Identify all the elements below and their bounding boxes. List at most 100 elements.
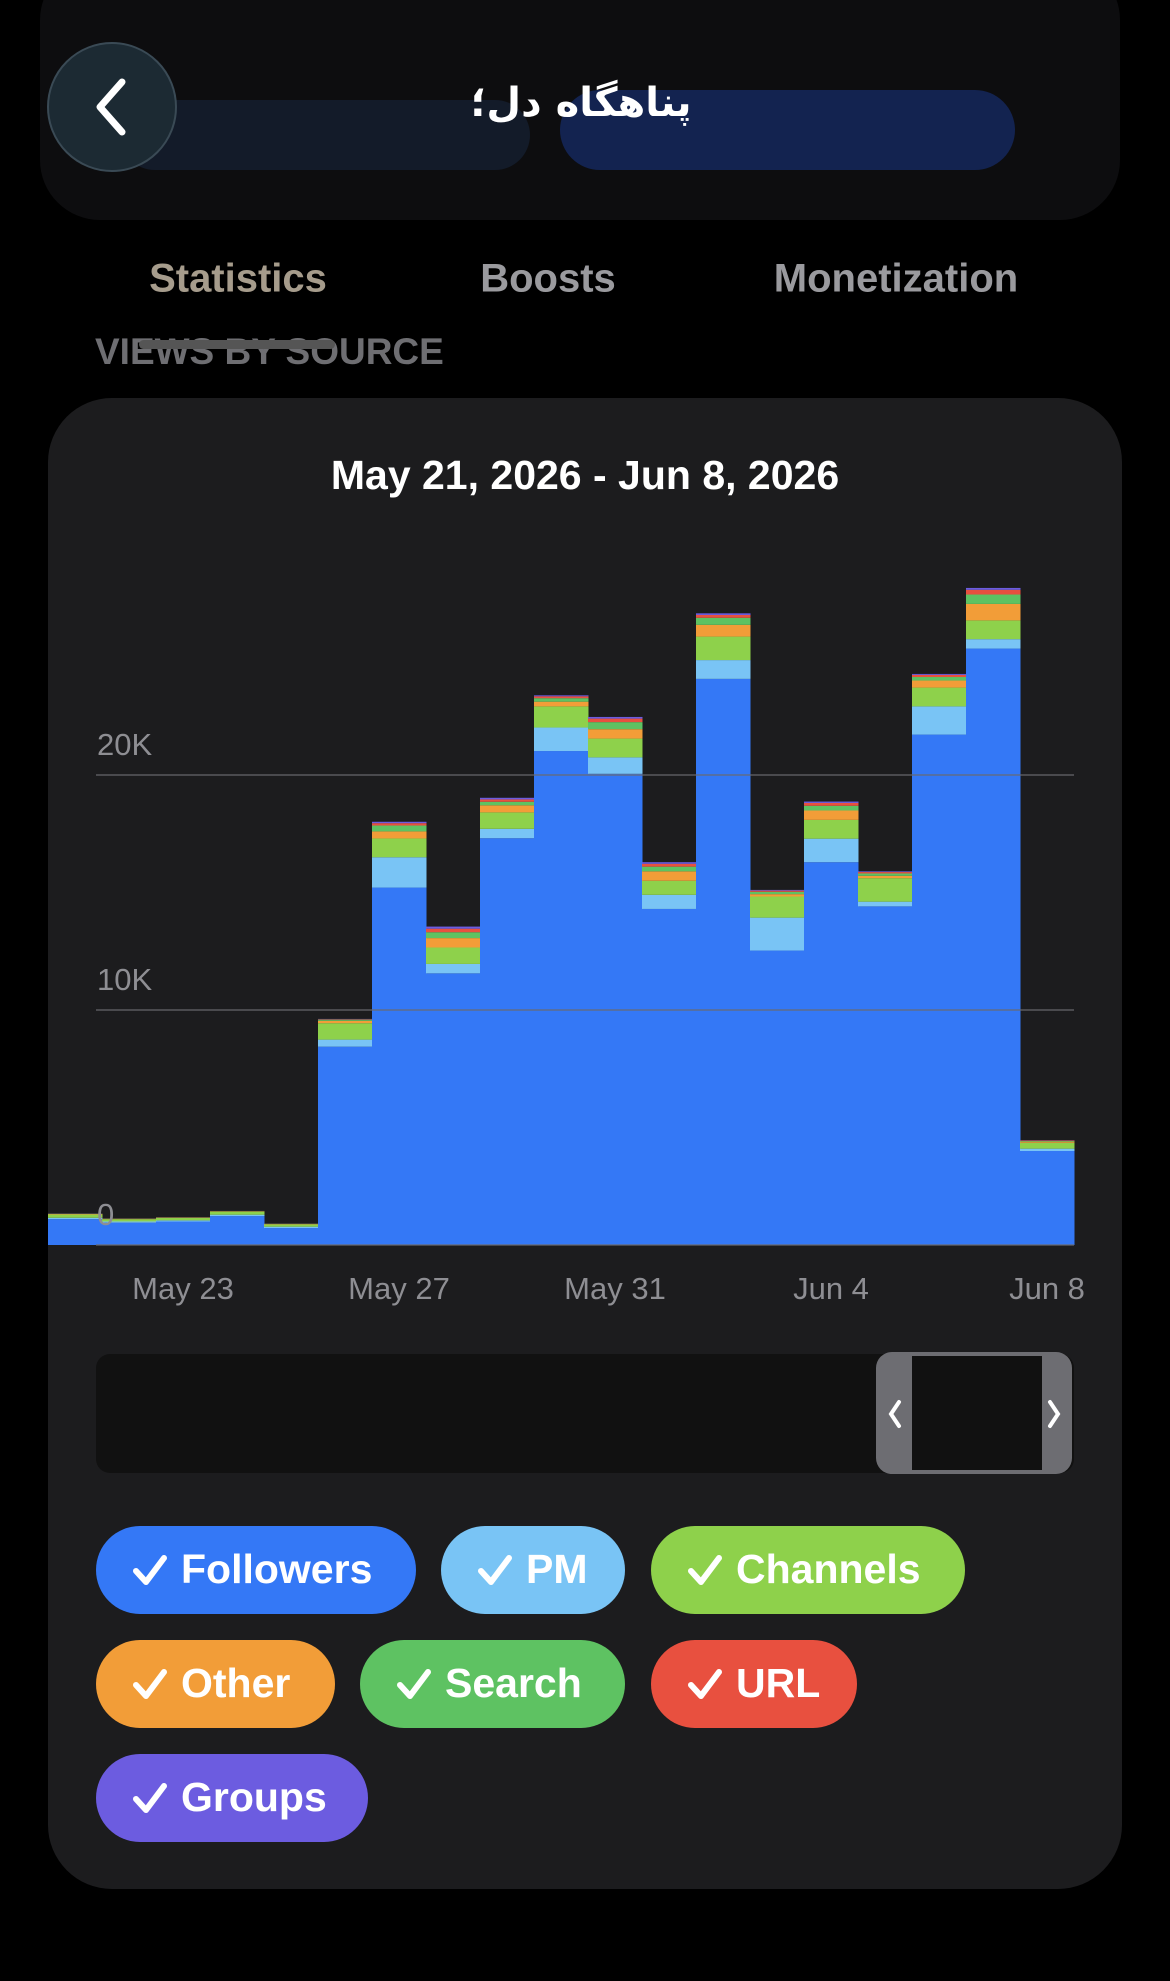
x-tick-label: May 27 bbox=[348, 1271, 450, 1306]
bar-segment bbox=[858, 871, 913, 873]
bar-segment bbox=[696, 660, 751, 679]
bar-segment bbox=[372, 838, 427, 858]
bar-segment bbox=[642, 880, 697, 895]
bar-segment bbox=[750, 917, 805, 951]
tab[interactable]: Boosts bbox=[480, 257, 616, 301]
bar-segment bbox=[318, 1023, 373, 1040]
chip-background bbox=[360, 1640, 625, 1728]
bar-segment bbox=[804, 810, 859, 820]
bar-segment bbox=[912, 687, 967, 707]
navigator-window[interactable] bbox=[876, 1352, 1072, 1474]
bar-segment bbox=[966, 594, 1021, 604]
legend-label: Search bbox=[445, 1660, 582, 1706]
bar-segment bbox=[534, 706, 589, 728]
bar-segment bbox=[480, 797, 535, 800]
bar-segment bbox=[696, 614, 751, 618]
navigator-handles bbox=[888, 1400, 1061, 1428]
bar-segment bbox=[426, 938, 481, 948]
bar-segment bbox=[642, 863, 697, 867]
legend-label: Groups bbox=[181, 1774, 327, 1820]
blurred-chip bbox=[120, 100, 530, 170]
bar-segment bbox=[642, 908, 697, 1245]
bar-segment bbox=[318, 1020, 373, 1024]
bar-segment bbox=[48, 1214, 103, 1218]
bar-segment bbox=[750, 890, 805, 892]
legend-chip[interactable]: Search bbox=[360, 1640, 625, 1728]
back-button[interactable] bbox=[47, 42, 177, 172]
legend: Followers PM Channels Other Search URL Groups bbox=[96, 1526, 965, 1842]
bar-segment bbox=[588, 757, 643, 774]
bar-segment bbox=[210, 1211, 265, 1215]
section-title: VIEWS BY SOURCE bbox=[95, 331, 444, 372]
bar-segment bbox=[858, 906, 913, 1245]
bar-segment bbox=[156, 1220, 211, 1222]
bar-segment bbox=[804, 838, 859, 863]
legend-label: Channels bbox=[736, 1546, 921, 1592]
bar-segment bbox=[318, 1046, 373, 1245]
bar-segment bbox=[588, 722, 643, 730]
x-tick-label: Jun 4 bbox=[793, 1271, 869, 1306]
chart-title: May 21, 2026 - Jun 8, 2026 bbox=[331, 452, 839, 498]
bar-segment bbox=[102, 1222, 157, 1245]
bar-segment bbox=[750, 894, 805, 897]
legend-chip[interactable]: URL bbox=[651, 1640, 857, 1728]
check-icon bbox=[688, 1555, 722, 1585]
legend-chip[interactable]: Channels bbox=[651, 1526, 965, 1614]
bar-segment bbox=[912, 674, 967, 678]
chip-background bbox=[96, 1526, 416, 1614]
bar-segment bbox=[372, 823, 427, 826]
legend-label: PM bbox=[526, 1546, 588, 1592]
y-tick-label: 0 bbox=[97, 1197, 114, 1232]
bar-segment bbox=[912, 677, 967, 681]
bar-segment bbox=[372, 821, 427, 824]
bar-segment bbox=[804, 805, 859, 811]
bar-segment bbox=[1020, 1140, 1075, 1142]
check-icon bbox=[133, 1555, 167, 1585]
legend-chip[interactable]: Other bbox=[96, 1640, 335, 1728]
legend-label: Other bbox=[181, 1660, 290, 1706]
bar-segment bbox=[534, 698, 589, 702]
chip-background bbox=[96, 1754, 368, 1842]
chip-background bbox=[441, 1526, 625, 1614]
legend-chip[interactable]: Groups bbox=[96, 1754, 368, 1842]
bar-segment bbox=[966, 587, 1021, 590]
back-icon bbox=[96, 78, 126, 136]
bar-segment bbox=[1020, 1141, 1075, 1143]
x-tick-label: May 23 bbox=[132, 1271, 234, 1306]
bar-segment bbox=[912, 706, 967, 735]
bar-segment bbox=[966, 589, 1021, 595]
plot: May 23 May 27 May 31 Jun 4 Jun 8 0 10K 20K bbox=[48, 587, 1085, 1306]
bar-segment bbox=[804, 862, 859, 1245]
bar-segment bbox=[912, 680, 967, 688]
bar-segment bbox=[318, 1039, 373, 1047]
bar-segment bbox=[696, 636, 751, 661]
bar-segment bbox=[102, 1221, 157, 1223]
bar-segment bbox=[588, 716, 643, 719]
legend-chip[interactable]: PM bbox=[441, 1526, 625, 1614]
bar-segment bbox=[210, 1216, 265, 1245]
bar-segment bbox=[588, 729, 643, 739]
bar-segment bbox=[642, 871, 697, 881]
bar-segment bbox=[750, 891, 805, 895]
chip-background bbox=[96, 1640, 335, 1728]
tab[interactable]: Statistics bbox=[149, 257, 327, 301]
bar-segment bbox=[858, 901, 913, 907]
bar-segment bbox=[912, 734, 967, 1245]
bar-segment bbox=[1020, 1151, 1075, 1245]
bar-segment bbox=[804, 802, 859, 806]
legend-chip[interactable]: Followers bbox=[96, 1526, 416, 1614]
legend-label: URL bbox=[736, 1660, 820, 1706]
bar-segment bbox=[858, 878, 913, 902]
tab[interactable]: Monetization bbox=[774, 257, 1018, 301]
bar-segment bbox=[966, 620, 1021, 640]
bar-segment bbox=[696, 613, 751, 615]
bar-segment bbox=[102, 1219, 157, 1222]
y-tick-label: 10K bbox=[97, 962, 152, 997]
legend-label: Followers bbox=[181, 1546, 372, 1592]
bar-segment bbox=[210, 1214, 265, 1217]
bar-segment bbox=[480, 812, 535, 829]
bar-segment bbox=[372, 825, 427, 832]
bar-segment bbox=[426, 928, 481, 933]
chip-background bbox=[651, 1526, 965, 1614]
